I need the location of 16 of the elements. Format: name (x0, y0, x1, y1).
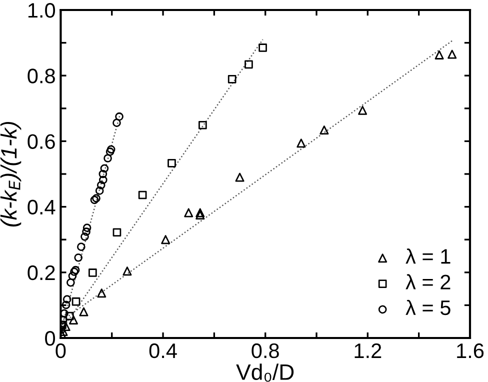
legend-label: λ = 5 (406, 300, 450, 316)
legend-label: λ = 1 (406, 248, 450, 264)
y-tick-label: 0.8 (28, 68, 55, 84)
x-tick-label: 0.8 (252, 343, 279, 358)
y-tick-label: 0.4 (28, 200, 56, 215)
x-tick-label: 0.4 (149, 343, 177, 358)
x-tick-label: 1.6 (457, 343, 484, 358)
y-tick-label: 0.2 (28, 265, 55, 280)
y-axis-title: (k-k$_{E}$)/(1-k) (0, 122, 22, 227)
x-tick-label: 0 (56, 343, 66, 358)
x-axis-title: Vd₀/D (236, 364, 294, 382)
x-tick-label: 1.2 (354, 343, 382, 358)
text: 1.0 (28, 3, 56, 18)
y-tick-label: 0 (45, 331, 56, 346)
y-tick-label: 0.6 (28, 134, 55, 149)
legend-label: λ = 2 (406, 274, 450, 290)
